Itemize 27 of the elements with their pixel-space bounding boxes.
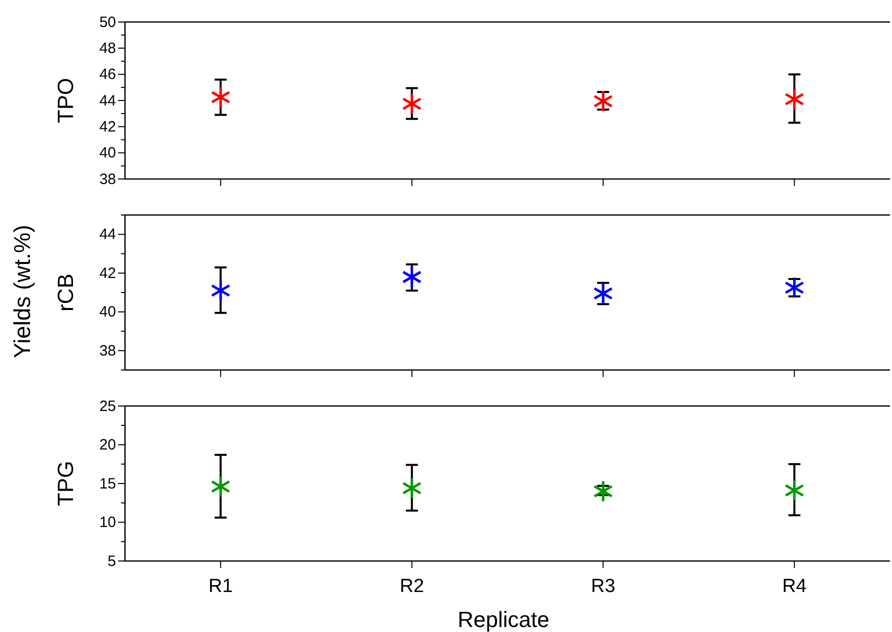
x-tick-label: R2 [400, 576, 424, 597]
y-tick-label: 44 [99, 226, 116, 244]
y-tick-label: 42 [99, 118, 116, 136]
point [210, 279, 231, 302]
y-tick-label: 25 [99, 398, 116, 415]
x-tick-label: R4 [782, 576, 807, 597]
x-tick-label: R1 [208, 576, 233, 597]
x-axis-title: Replicate [458, 607, 550, 632]
y-tick-label: 15 [99, 475, 116, 492]
y-tick-label: 42 [99, 264, 116, 282]
text: Yields (wt.%) [9, 224, 35, 358]
y-tick-label: 40 [99, 304, 116, 321]
y-axis-title: TPG [53, 460, 78, 506]
x-tick-label: R3 [590, 576, 616, 597]
y-tick-label: 50 [99, 14, 116, 31]
y-tick-label: 46 [99, 66, 116, 84]
y-tick-label: 44 [99, 92, 116, 110]
y-tick-label: 38 [99, 170, 116, 188]
y-tick-label: 40 [99, 144, 116, 162]
y-tick-label: 38 [99, 342, 116, 360]
y-tick-label: 20 [99, 436, 116, 454]
y-axis-title: TPO [53, 78, 78, 124]
y-tick-label: 5 [108, 552, 116, 570]
point [402, 266, 422, 288]
y-tick-label: 10 [99, 514, 116, 532]
y-tick-label: 48 [99, 40, 116, 57]
y-axis-title: rCB [53, 274, 78, 312]
